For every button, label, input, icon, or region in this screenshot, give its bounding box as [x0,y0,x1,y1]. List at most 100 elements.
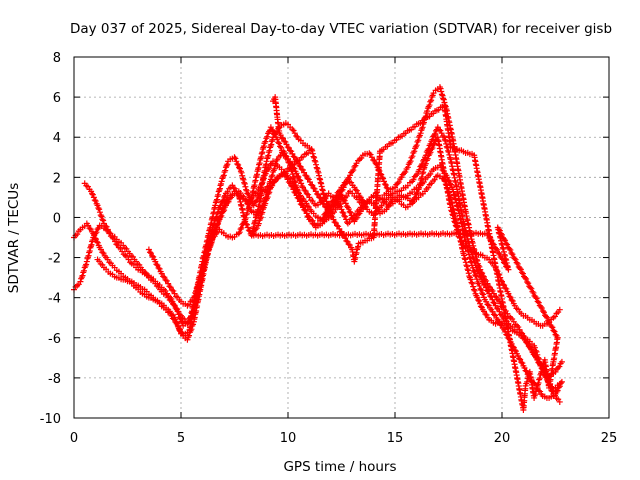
data-point [372,160,379,167]
data-marker [529,288,536,295]
series-track-4 [94,148,563,405]
data-marker [483,298,490,305]
data-marker [485,283,492,290]
data-marker [431,140,438,147]
data-point [332,196,339,203]
data-marker [169,286,176,293]
data-marker [515,352,522,359]
data-marker [531,344,538,351]
data-marker [301,206,308,213]
data-marker [413,142,420,149]
data-marker [269,172,276,179]
data-marker [478,287,485,294]
data-marker [304,175,311,182]
data-marker [97,246,104,253]
data-marker [334,200,341,207]
data-marker [368,154,375,161]
y-tick-label: 8 [53,51,61,66]
data-marker [301,187,308,194]
data-marker [483,277,490,284]
data-marker [484,287,491,294]
data-marker [106,229,113,236]
data-point [158,270,165,277]
data-marker [275,139,282,146]
data-marker [172,305,179,312]
data-marker [532,347,539,354]
data-marker [243,186,250,193]
data-point [347,172,354,179]
data-marker [515,263,522,270]
data-marker [197,273,204,280]
data-marker [188,326,195,333]
data-marker [480,280,487,287]
data-marker [476,270,483,277]
data-marker [508,297,515,304]
data-marker [370,156,377,163]
data-point [417,130,424,137]
y-tick-label: -4 [48,292,61,307]
data-marker [161,274,168,281]
data-marker [239,172,246,179]
data-marker [473,276,480,283]
data-marker [500,259,507,266]
data-marker [343,193,350,200]
data-marker [233,158,240,165]
data-marker [475,297,482,304]
data-point [235,230,242,237]
data-marker [281,138,288,145]
data-marker [378,202,385,209]
data-marker [162,276,169,283]
y-tick-label: 2 [53,171,61,186]
data-marker [313,190,320,197]
data-marker [527,284,534,291]
data-marker [445,148,452,155]
data-marker [507,294,514,301]
data-marker [477,274,484,281]
data-marker [92,198,99,205]
data-marker [337,228,344,235]
data-marker [91,197,98,204]
data-marker [221,194,228,201]
data-marker [509,251,516,258]
data-point [558,358,565,365]
data-marker [199,268,206,275]
data-marker [548,323,555,330]
data-marker [384,185,391,192]
series-track-2 [71,84,565,379]
axis-ticks: 0 5 10 15 20 25 -10 -8 -6 -4 -2 0 2 4 6 8 [40,51,618,446]
data-marker [475,267,482,274]
data-point [244,190,251,197]
data-marker [325,209,332,216]
data-marker [534,298,541,305]
data-marker [546,318,553,325]
data-marker [331,219,338,226]
data-marker [253,189,260,196]
data-point [165,280,172,287]
data-marker [272,161,279,168]
data-marker [410,176,417,183]
data-marker [271,130,278,137]
data-marker [243,198,250,205]
data-marker [515,324,522,331]
data-marker [211,233,218,240]
data-point [392,184,398,191]
data-marker [532,391,539,398]
data-marker [245,227,252,234]
data-marker [439,92,446,99]
data-marker [300,204,307,211]
data-marker [539,308,546,315]
data-marker [230,184,237,191]
data-marker [535,354,542,361]
data-marker [79,272,86,279]
data-marker [350,167,357,174]
data-marker [503,263,510,270]
data-marker [495,249,502,256]
data-marker [290,175,297,182]
data-marker [321,216,328,223]
data-marker [468,279,475,286]
y-axis-label: SDTVAR / TECUs [6,183,22,293]
data-point [556,306,563,313]
data-marker [495,306,502,312]
data-marker [337,187,344,194]
data-marker [346,219,353,226]
